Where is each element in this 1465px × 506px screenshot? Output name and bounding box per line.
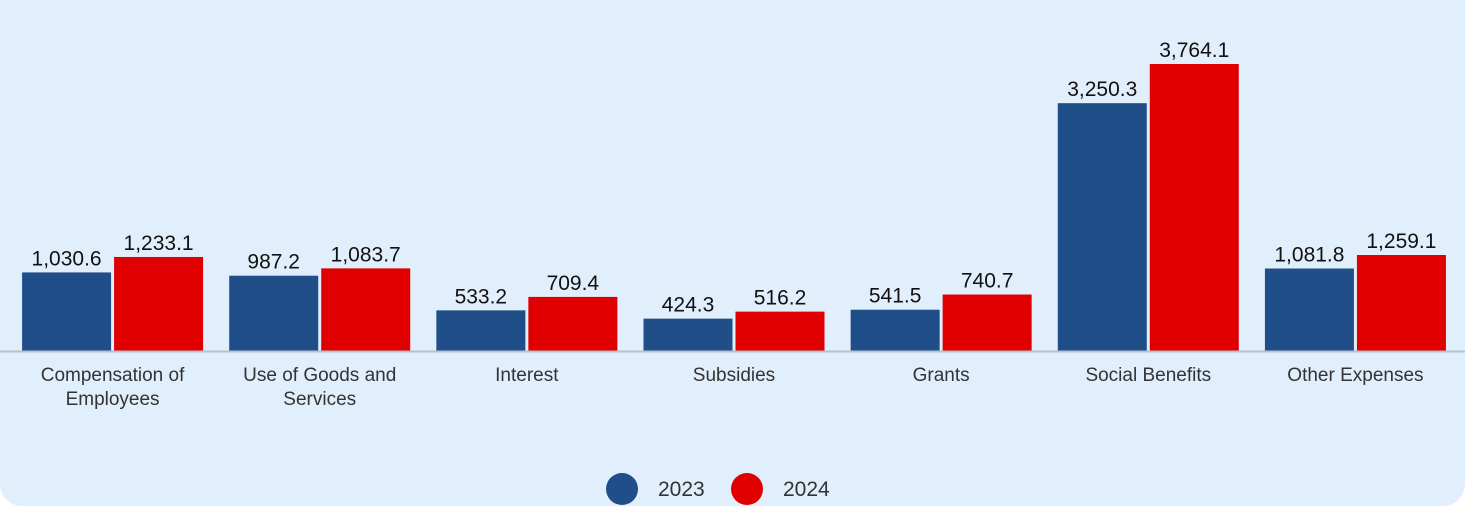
x-tick-label: Social Benefits [1085, 365, 1211, 386]
bar-2023-3 [436, 310, 526, 351]
legend-marker-2023 [606, 473, 638, 505]
x-tick-label: Interest [495, 365, 559, 386]
data-label-2024-3: 709.4 [547, 272, 600, 295]
data-label-2024-7: 1,259.1 [1366, 230, 1436, 253]
data-label-2023-3: 533.2 [455, 285, 508, 308]
x-tick-label: Compensation of [41, 365, 185, 386]
data-label-2024-5: 740.7 [961, 270, 1014, 293]
x-tick-label: Grants [913, 365, 970, 386]
data-label-2024-1: 1,233.1 [124, 232, 194, 255]
x-tick-label: Employees [66, 389, 160, 410]
legend-label-2024: 2024 [783, 478, 830, 501]
x-tick-label: Services [283, 389, 356, 410]
data-label-2024-6: 3,764.1 [1159, 39, 1229, 62]
bar-2024-1 [114, 256, 204, 351]
bar-2024-3 [528, 296, 618, 351]
bar-2024-7 [1356, 254, 1446, 351]
legend-marker-2024 [731, 473, 763, 505]
bar-2023-4 [643, 318, 733, 351]
data-label-2023-7: 1,081.8 [1274, 244, 1344, 267]
data-label-2023-6: 3,250.3 [1067, 78, 1137, 101]
bar-2023-2 [229, 275, 319, 351]
bar-2024-4 [735, 311, 825, 351]
data-label-2023-1: 1,030.6 [32, 247, 102, 270]
legend-label-2023: 2023 [658, 478, 705, 501]
data-label-2023-2: 987.2 [247, 251, 300, 274]
bar-2023-7 [1264, 268, 1354, 351]
data-label-2023-5: 541.5 [869, 285, 922, 308]
bar-2024-5 [942, 294, 1032, 351]
bar-2024-6 [1149, 64, 1239, 351]
data-label-2023-4: 424.3 [662, 294, 715, 317]
data-label-2024-4: 516.2 [754, 287, 807, 310]
bar-2023-1 [22, 272, 112, 351]
data-label-2024-2: 1,083.7 [331, 243, 401, 266]
bar-2023-6 [1057, 103, 1147, 351]
x-tick-label: Subsidies [693, 365, 775, 386]
x-tick-label: Use of Goods and [243, 365, 396, 386]
x-tick-label: Other Expenses [1287, 365, 1423, 386]
bar-2024-2 [321, 268, 411, 351]
bar-2023-5 [850, 309, 940, 351]
